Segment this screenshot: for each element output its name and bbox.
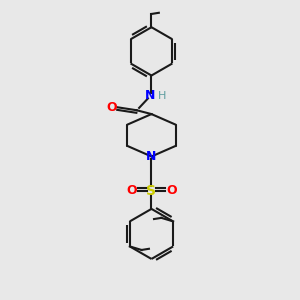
Text: N: N <box>145 89 155 102</box>
Text: H: H <box>158 91 166 100</box>
Text: O: O <box>126 184 137 197</box>
Text: O: O <box>106 101 117 114</box>
Text: S: S <box>146 184 157 198</box>
Text: N: N <box>146 150 157 163</box>
Text: O: O <box>166 184 176 197</box>
